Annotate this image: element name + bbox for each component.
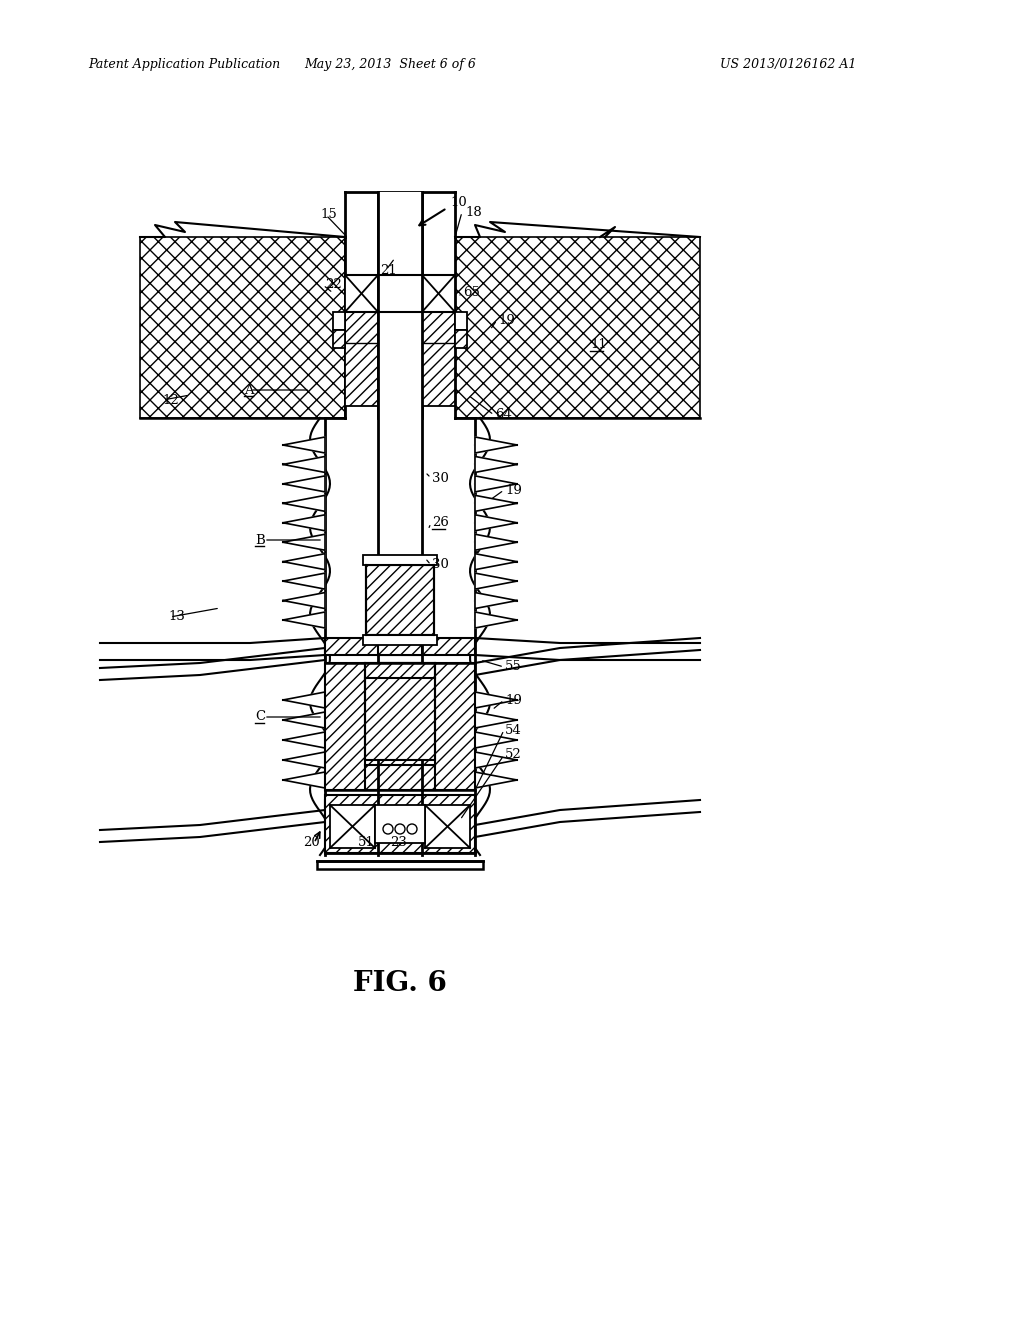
Text: 12: 12 [162,393,179,407]
Circle shape [407,824,417,834]
Text: 19: 19 [498,314,515,326]
Polygon shape [475,535,517,550]
Text: 11: 11 [590,338,607,351]
Polygon shape [475,711,517,729]
Bar [325,418,475,855]
Bar [362,554,437,565]
Text: 54: 54 [505,723,522,737]
Polygon shape [475,752,517,768]
Polygon shape [283,612,325,628]
Polygon shape [283,692,325,708]
Polygon shape [283,457,325,473]
Bar [345,238,455,418]
Polygon shape [283,752,325,768]
Bar [333,330,345,348]
Text: 10: 10 [450,195,467,209]
Polygon shape [475,437,517,453]
Polygon shape [475,553,517,570]
Bar [345,312,378,407]
Bar [317,861,483,869]
Bar [325,795,475,853]
Bar [378,238,422,418]
Text: Patent Application Publication: Patent Application Publication [88,58,281,71]
Polygon shape [475,612,517,628]
Text: 55: 55 [505,660,522,673]
Text: 52: 52 [505,748,522,762]
Text: 30: 30 [432,471,449,484]
Polygon shape [283,553,325,570]
Polygon shape [475,515,517,531]
Text: FIG. 6: FIG. 6 [353,970,446,997]
Polygon shape [283,593,325,609]
Polygon shape [475,692,517,708]
Text: 65: 65 [463,286,480,300]
Polygon shape [475,477,517,492]
Bar [378,191,422,855]
Bar [378,638,422,655]
Polygon shape [283,535,325,550]
Text: B: B [255,533,265,546]
Polygon shape [283,437,325,453]
Polygon shape [283,711,325,729]
Circle shape [395,824,406,834]
Text: 23: 23 [390,837,407,850]
Text: US 2013/0126162 A1: US 2013/0126162 A1 [720,58,856,71]
Bar [425,805,470,847]
Polygon shape [475,457,517,473]
Text: 26: 26 [432,516,449,529]
Bar [422,312,455,407]
Bar [455,330,467,348]
Text: 22: 22 [325,279,342,292]
Bar [365,663,435,760]
Text: 64: 64 [495,408,512,421]
Bar [345,275,378,312]
Polygon shape [283,515,325,531]
Bar [325,663,475,789]
Text: 15: 15 [319,209,337,222]
Text: 13: 13 [168,610,185,623]
Polygon shape [475,772,517,788]
Polygon shape [283,733,325,748]
Polygon shape [283,477,325,492]
Bar [375,805,425,843]
Text: 21: 21 [380,264,396,276]
Bar [140,238,345,418]
Text: 18: 18 [465,206,481,219]
Text: 19: 19 [505,693,522,706]
Bar [330,805,375,847]
Bar [455,238,700,418]
Polygon shape [283,495,325,511]
Bar [422,275,455,312]
Text: 20: 20 [303,837,319,850]
Text: A: A [244,384,254,396]
Circle shape [383,824,393,834]
Bar [366,565,434,635]
Polygon shape [475,593,517,609]
Text: 19: 19 [505,483,522,496]
Bar [325,638,475,655]
Polygon shape [475,733,517,748]
Polygon shape [283,573,325,589]
Text: 30: 30 [432,558,449,572]
Bar [333,312,345,330]
Polygon shape [475,495,517,511]
Polygon shape [283,772,325,788]
Text: May 23, 2013  Sheet 6 of 6: May 23, 2013 Sheet 6 of 6 [304,58,476,71]
Polygon shape [475,573,517,589]
Text: 51: 51 [358,837,375,850]
Bar [362,635,437,645]
Bar [455,312,467,330]
Text: C: C [255,710,265,723]
